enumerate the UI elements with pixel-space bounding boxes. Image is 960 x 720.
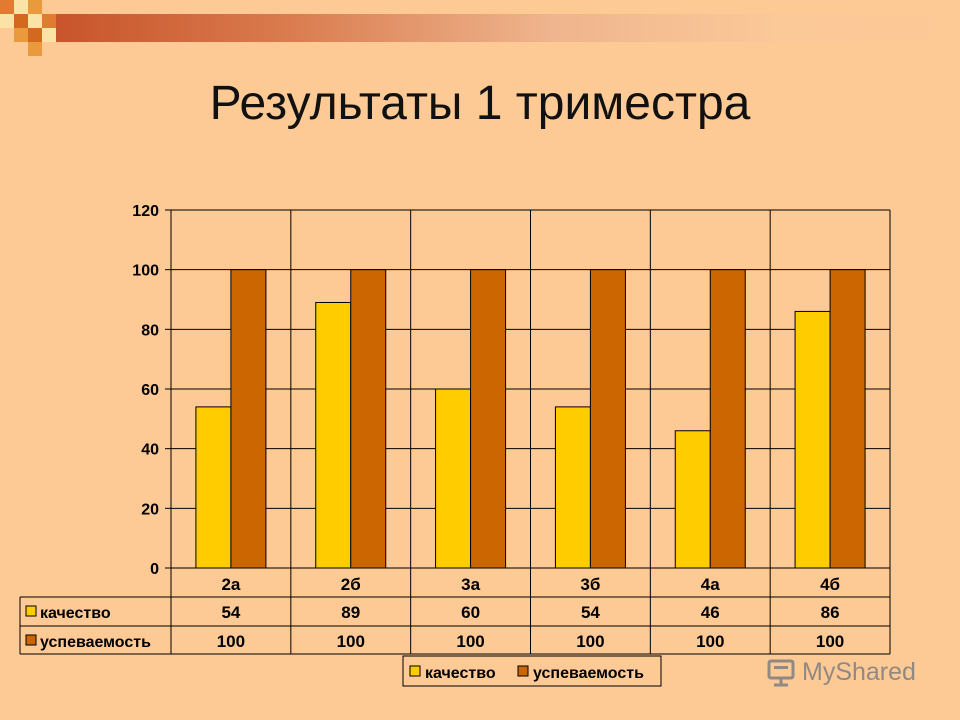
data-value-label: 100 <box>816 632 844 651</box>
bar-kachestvo <box>554 406 591 569</box>
data-value-label: 100 <box>217 632 245 651</box>
slide-title: Результаты 1 триместра <box>209 77 751 130</box>
decorative-header-bar <box>54 14 960 42</box>
bar-uspevaemost <box>230 269 267 569</box>
data-value-label: 89 <box>341 603 360 622</box>
category-label: 4а <box>701 575 720 594</box>
watermark: MyShared <box>766 657 916 687</box>
category-label: 3б <box>580 575 600 594</box>
watermark-text: MyShared <box>802 657 916 686</box>
bar-kachestvo <box>195 406 232 569</box>
decorative-square <box>0 14 14 28</box>
decorative-square <box>28 28 42 42</box>
y-tick-label: 40 <box>141 442 159 459</box>
data-value-label: 46 <box>701 603 720 622</box>
data-value-label: 86 <box>821 603 840 622</box>
data-value-label: 100 <box>696 632 724 651</box>
y-tick-label: 0 <box>150 561 159 578</box>
data-value-label: 54 <box>581 603 600 622</box>
category-label: 4б <box>820 575 840 594</box>
category-label: 3а <box>461 575 480 594</box>
decorative-square <box>0 0 14 14</box>
decorative-square <box>14 28 28 42</box>
legend-label: качество <box>425 665 496 682</box>
bar-uspevaemost <box>350 269 387 569</box>
y-tick-label: 60 <box>141 382 159 399</box>
data-value-label: 54 <box>221 603 240 622</box>
bar-uspevaemost <box>709 269 746 569</box>
data-value-label: 60 <box>461 603 480 622</box>
decorative-square <box>42 28 56 42</box>
bar-kachestvo <box>794 310 831 569</box>
category-label: 2а <box>221 575 240 594</box>
y-tick-label: 20 <box>141 501 159 518</box>
decorative-square <box>28 42 42 56</box>
bar-kachestvo <box>674 430 711 569</box>
y-tick-label: 100 <box>132 263 159 280</box>
table-legend-key <box>25 634 37 646</box>
bar-kachestvo <box>315 301 352 569</box>
data-value-label: 100 <box>456 632 484 651</box>
bar-uspevaemost <box>470 269 507 569</box>
data-value-label: 100 <box>337 632 365 651</box>
table-legend-key <box>25 605 37 617</box>
bar-kachestvo <box>435 388 472 569</box>
legend-key <box>517 665 529 677</box>
decorative-square <box>28 14 42 28</box>
data-value-label: 100 <box>576 632 604 651</box>
y-tick-label: 80 <box>141 322 159 339</box>
legend-key <box>409 665 421 677</box>
presentation-board-icon <box>767 659 795 687</box>
table-series-name: успеваемость <box>40 634 151 651</box>
decorative-square <box>14 0 28 14</box>
table-series-name: качество <box>40 605 111 622</box>
decorative-square <box>42 14 56 28</box>
decorative-square <box>28 0 42 14</box>
legend-label: успеваемость <box>533 665 644 682</box>
bar-uspevaemost <box>589 269 626 569</box>
bar-uspevaemost <box>829 269 866 569</box>
category-label: 2б <box>341 575 361 594</box>
decorative-square <box>14 14 28 28</box>
y-tick-label: 120 <box>132 203 159 220</box>
legend-box <box>402 655 662 687</box>
